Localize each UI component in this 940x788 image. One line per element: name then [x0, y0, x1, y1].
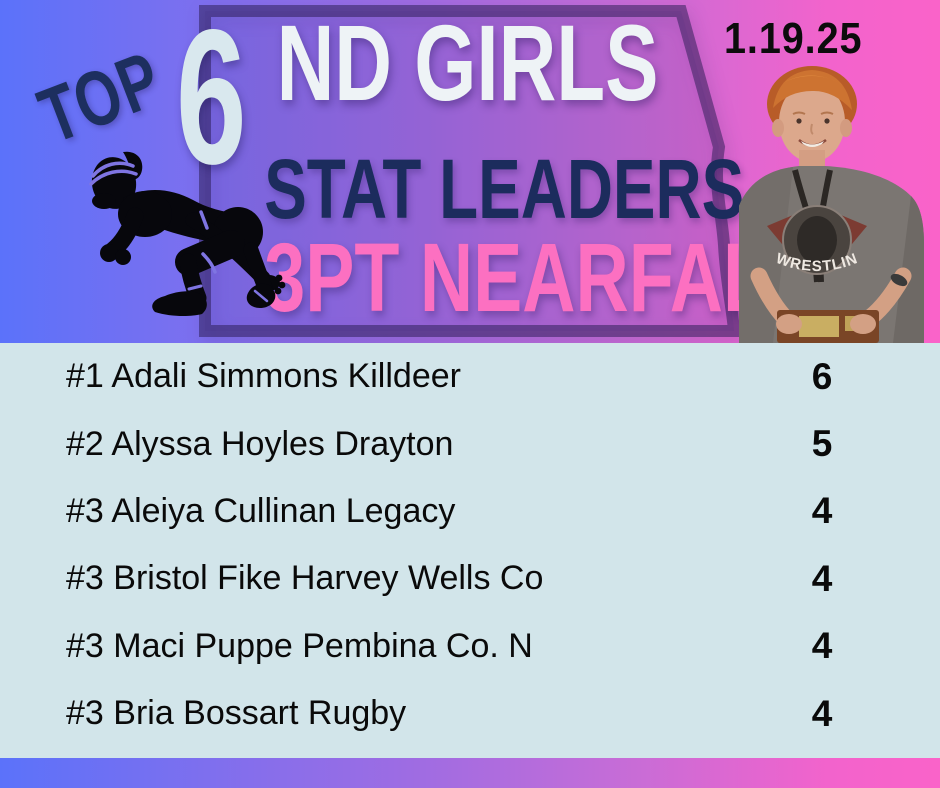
leader-label: #3 Aleiya Cullinan Legacy — [66, 491, 456, 530]
leader-value: 4 — [811, 557, 833, 599]
date-label: 1.19.25 — [724, 14, 863, 63]
leader-row: #3 Bristol Fike Harvey Wells Co 4 — [0, 545, 940, 612]
leader-value: 6 — [811, 355, 833, 397]
leader-value: 4 — [811, 625, 833, 667]
leader-row: #2 Alyssa Hoyles Drayton 5 — [0, 410, 940, 477]
leader-label: #3 Maci Puppe Pembina Co. N — [66, 626, 533, 665]
svg-text:WRESTLING: WRESTLING — [733, 64, 860, 275]
title-stat-name: 3PT NEARFALL — [264, 223, 814, 332]
top-label: TOP — [27, 34, 174, 160]
leader-row: #3 Maci Puppe Pembina Co. N 4 — [0, 613, 940, 680]
shirt-text: WRESTLING — [733, 64, 859, 275]
wrestler-silhouette-icon — [89, 151, 286, 317]
bottom-gradient-strip — [0, 758, 940, 788]
leader-value: 4 — [811, 490, 833, 532]
headline-block: ND GIRLS STAT LEADERS 3PT NEARFALL — [200, 0, 814, 345]
leader-value: 4 — [811, 692, 833, 734]
leaderboard-panel: #1 Adali Simmons Killdeer 6 #2 Alyssa Ho… — [0, 343, 940, 758]
leader-label: #1 Adali Simmons Killdeer — [66, 357, 461, 396]
leader-label: #3 Bria Bossart Rugby — [66, 694, 407, 733]
title-stat-leaders: STAT LEADERS — [264, 142, 745, 236]
title-nd-girls: ND GIRLS — [276, 2, 659, 123]
leader-row: #1 Adali Simmons Killdeer 6 — [0, 343, 940, 410]
leader-row: #3 Bria Bossart Rugby 4 — [0, 680, 940, 747]
leader-label: #2 Alyssa Hoyles Drayton — [66, 424, 454, 463]
leader-row: #3 Aleiya Cullinan Legacy 4 — [0, 478, 940, 545]
leader-label: #3 Bristol Fike Harvey Wells Co — [66, 559, 544, 598]
count-number: 6 — [176, 0, 247, 204]
athlete-photo: WRESTLING — [733, 64, 924, 343]
leader-value: 5 — [811, 423, 833, 465]
